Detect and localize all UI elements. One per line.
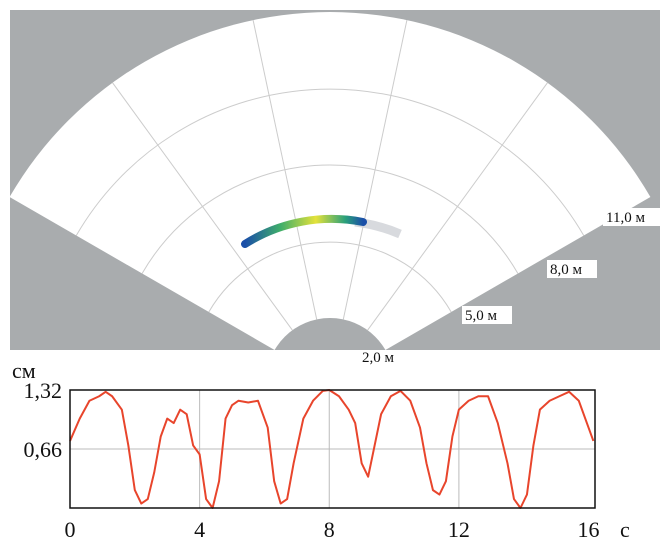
page: {"radar": {"range_labels": ["2,0 м", "5,…: [0, 0, 661, 543]
x-tick-label: 16: [578, 517, 600, 542]
x-unit: с: [620, 517, 630, 542]
range-label: 2,0 м: [362, 350, 395, 366]
range-label: 8,0 м: [550, 262, 583, 278]
y-unit: см: [12, 358, 36, 383]
y-tick-label: 0,66: [24, 437, 63, 462]
inner-dead-zone: [266, 318, 394, 446]
x-tick-label: 0: [65, 517, 76, 542]
figure: 2,0 м 5,0 м 8,0 м 11,0 м 04812160,661,32…: [0, 0, 661, 543]
x-tick-label: 8: [324, 517, 335, 542]
x-tick-label: 4: [194, 517, 205, 542]
radar-panel: 2,0 м 5,0 м 8,0 м 11,0 м: [10, 10, 660, 446]
x-tick-label: 12: [448, 517, 470, 542]
range-label: 11,0 м: [606, 210, 645, 226]
range-label: 5,0 м: [465, 308, 498, 324]
